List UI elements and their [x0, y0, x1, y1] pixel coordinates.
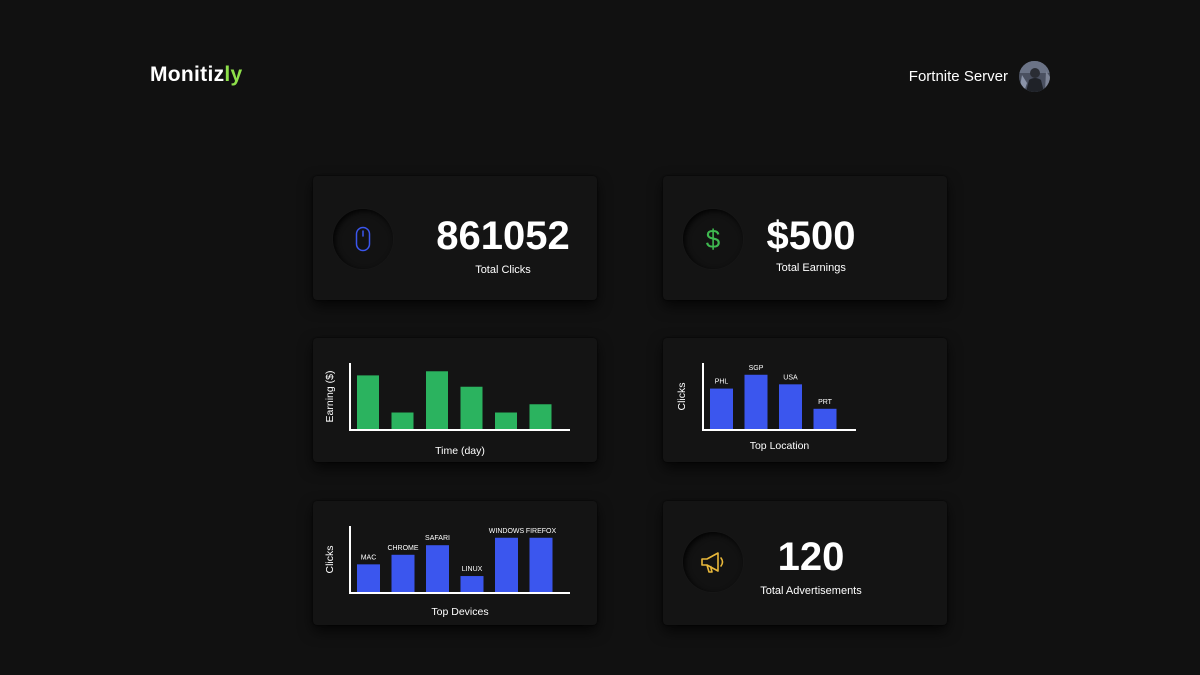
bar-category-label: WINDOWS	[489, 528, 525, 535]
chart-bar	[357, 375, 379, 429]
chart-bar	[529, 537, 553, 592]
bar-category-label: SGP	[749, 365, 764, 372]
bar-category-label: PHL	[715, 379, 729, 386]
y-axis-label: Clicks	[324, 546, 336, 574]
earnings-bar-chart: Time (day) Earning ($)	[324, 363, 570, 457]
chart-bar	[495, 537, 518, 592]
chart-bar	[744, 374, 768, 429]
dollar-icon: $	[705, 223, 721, 254]
chart-bar	[710, 388, 733, 429]
chart-bar	[357, 564, 380, 592]
total-earnings-card: $ $500 Total Earnings	[663, 176, 947, 300]
megaphone-icon	[701, 552, 724, 573]
bar-category-label: PRT	[818, 399, 833, 406]
total-ads-stat: 120 Total Advertisements	[755, 537, 867, 597]
total-earnings-label: Total Earnings	[776, 262, 846, 274]
devices-chart-card: MAC CHROME SAFARI LINUX WINDOWS FIREFOX Top De…	[313, 501, 597, 625]
total-ads-value: 120	[777, 535, 845, 579]
earnings-chart-card: Time (day) Earning ($)	[313, 338, 597, 462]
mouse-icon	[355, 226, 371, 252]
chart-bar	[779, 384, 802, 429]
total-earnings-value: $500	[766, 214, 856, 258]
dollar-icon-badge: $	[683, 209, 743, 269]
bar-category-label: CHROME	[387, 545, 418, 552]
bar-category-label: MAC	[361, 554, 377, 561]
total-clicks-value: 861052	[436, 214, 570, 258]
total-clicks-label: Total Clicks	[475, 264, 531, 276]
bar-category-label: FIREFOX	[526, 528, 557, 535]
x-axis-label: Top Location	[750, 440, 810, 452]
chart-bar	[460, 576, 484, 592]
total-clicks-card: 861052 Total Clicks	[313, 176, 597, 300]
chart-bar	[529, 404, 552, 429]
bar-category-label: USA	[783, 374, 798, 381]
y-axis-label: Clicks	[676, 383, 688, 411]
total-ads-card: 120 Total Advertisements	[663, 501, 947, 625]
y-axis-label: Earning ($)	[324, 371, 336, 423]
bar-category-label: SAFARI	[425, 535, 450, 542]
user-menu[interactable]: Fortnite Server	[909, 61, 1050, 92]
mouse-icon-badge	[333, 209, 393, 269]
total-clicks-stat: 861052 Total Clicks	[433, 216, 573, 276]
x-axis-label: Time (day)	[435, 445, 485, 457]
chart-bar	[426, 371, 448, 429]
chart-bar	[391, 412, 414, 429]
location-chart-card: PHL SGP USA PRT Top Location Clicks	[663, 338, 947, 462]
brand-logo[interactable]: Monitizly	[150, 63, 243, 87]
total-ads-label: Total Advertisements	[760, 585, 862, 597]
brand-accent: ly	[224, 63, 243, 86]
bar-category-label: LINUX	[462, 566, 483, 573]
chart-bar	[460, 386, 483, 429]
x-axis-label: Top Devices	[431, 606, 488, 618]
chart-bar	[391, 554, 415, 592]
avatar[interactable]	[1019, 61, 1050, 92]
brand-prefix: Monitiz	[150, 63, 225, 86]
chart-bar	[426, 545, 449, 592]
location-bar-chart: PHL SGP USA PRT Top Location Clicks	[676, 363, 856, 452]
chart-bar	[495, 412, 517, 429]
total-earnings-stat: $500 Total Earnings	[751, 216, 871, 274]
devices-bar-chart: MAC CHROME SAFARI LINUX WINDOWS FIREFOX Top De…	[324, 526, 570, 618]
megaphone-icon-badge	[683, 532, 743, 592]
chart-bar	[813, 408, 837, 429]
user-name: Fortnite Server	[908, 68, 1008, 85]
